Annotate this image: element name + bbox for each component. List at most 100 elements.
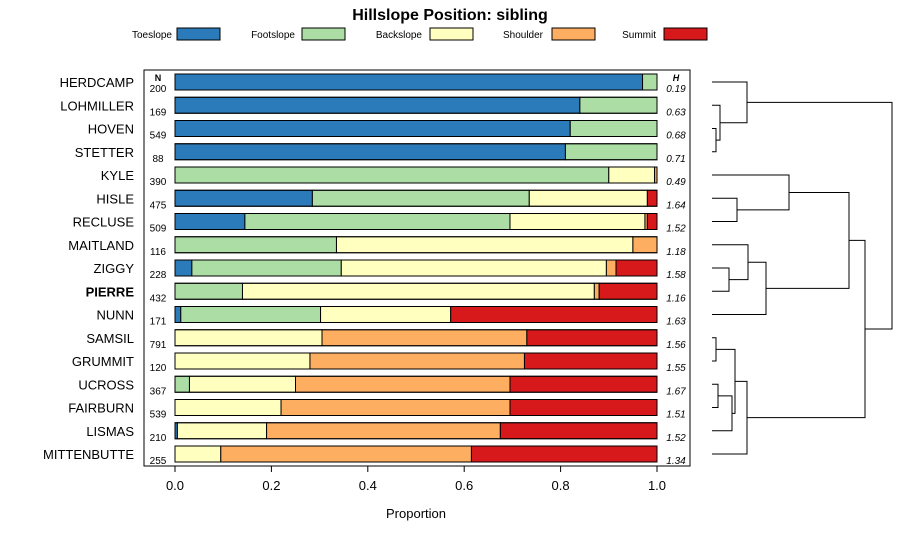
bar-row: RECLUSE 509 1.52	[73, 213, 686, 235]
bar-row: HOVEN 549 0.68	[88, 120, 686, 142]
row-n: 200	[150, 84, 167, 95]
bar-row: NUNN 171 1.63	[96, 306, 686, 328]
row-h: 1.52	[666, 433, 686, 444]
dendrogram-branch	[712, 267, 730, 292]
row-n: 549	[150, 131, 167, 142]
row-n: 169	[150, 107, 167, 118]
bar-row: MAITLAND 116 1.18	[68, 236, 686, 258]
bar-row: HISLE 475 1.64	[96, 189, 686, 211]
bar-segment	[174, 282, 243, 300]
row-n: 120	[150, 363, 167, 374]
chart-title: Hillslope Position: sibling	[352, 7, 548, 24]
bar-segment	[174, 445, 222, 463]
bar-segment	[615, 259, 658, 277]
bar-segment	[523, 352, 658, 370]
row-name: RECLUSE	[73, 215, 135, 230]
row-n: 539	[150, 410, 167, 421]
legend-label: Shoulder	[503, 30, 544, 41]
dendrogram-branch	[766, 191, 850, 289]
row-h: 1.58	[666, 270, 686, 281]
bar-row: ZIGGY 228 1.58	[94, 259, 686, 281]
row-n: 367	[150, 386, 167, 397]
row-n: 171	[150, 317, 167, 328]
bar-row: SAMSIL 791 1.56	[86, 329, 686, 351]
legend-label: Backslope	[376, 30, 423, 41]
bar-segment	[605, 259, 617, 277]
dendrogram-branch	[712, 337, 717, 362]
legend-label: Footslope	[251, 30, 295, 41]
row-n: 475	[150, 200, 167, 211]
x-tick-label: 0.2	[262, 478, 280, 493]
row-h: 1.51	[666, 410, 685, 421]
row-name: UCROSS	[78, 377, 134, 392]
legend-label: Toeslope	[132, 30, 172, 41]
bar-segment	[174, 73, 644, 91]
bar-segment	[526, 329, 658, 347]
bar-segment	[499, 422, 658, 440]
bar-segment	[174, 213, 246, 230]
bar-segment	[188, 375, 297, 393]
bar-outline	[174, 399, 658, 416]
legend-swatch	[301, 27, 346, 41]
bar-row: MITTENBUTTE 255 1.34	[43, 445, 686, 467]
row-name: LOHMILLER	[60, 98, 134, 113]
x-tick-label: 1.0	[648, 478, 666, 493]
bar-segment	[598, 282, 658, 300]
h-header: H	[673, 73, 680, 83]
bar-segment	[642, 73, 658, 91]
row-n: 255	[150, 456, 167, 467]
bar-segment	[632, 236, 658, 254]
row-n: 432	[150, 293, 167, 304]
bar-segment	[509, 399, 658, 416]
bar-segment	[450, 306, 658, 323]
row-n: 390	[150, 177, 167, 188]
bar-outline	[174, 96, 658, 114]
bar-segment	[174, 329, 323, 347]
dendrogram-branch	[712, 197, 738, 222]
bar-segment	[608, 166, 656, 184]
bar-outline	[174, 375, 658, 393]
dendrogram-branch	[712, 81, 748, 124]
x-tick-label: 0.8	[552, 478, 570, 493]
dendrogram-branch	[712, 380, 748, 455]
row-n: 791	[150, 340, 167, 351]
bar-segment	[579, 96, 658, 114]
dendrogram-branch	[712, 383, 719, 408]
x-axis: 0.0 0.2 0.4 0.6 0.8 1.0	[166, 466, 666, 493]
row-name: GRUMMIT	[72, 354, 134, 369]
row-h: 0.71	[666, 154, 685, 165]
row-h: 1.55	[666, 363, 686, 374]
bar-segment	[174, 306, 182, 323]
dendrogram-branch	[712, 395, 733, 432]
bar-segment	[174, 120, 571, 137]
row-name: SAMSIL	[86, 331, 134, 346]
bar-segment	[191, 259, 342, 277]
x-axis-label: Proportion	[386, 506, 446, 521]
bar-row: LOHMILLER 169 0.63	[60, 96, 686, 118]
n-header: N	[155, 73, 162, 83]
bar-segment	[241, 282, 595, 300]
bar-outline	[174, 329, 658, 347]
bar-outline	[174, 213, 658, 230]
row-name: MITTENBUTTE	[43, 447, 134, 462]
bar-outline	[174, 73, 658, 91]
bar-segment	[174, 96, 581, 114]
dendrogram-branch	[747, 101, 893, 330]
row-h: 0.19	[666, 84, 686, 95]
bar-segment	[311, 189, 530, 207]
legend-swatch	[663, 27, 708, 41]
row-name: HOVEN	[88, 122, 134, 137]
bar-outline	[174, 282, 658, 300]
bar-outline	[174, 306, 658, 323]
row-name: PIERRE	[86, 284, 135, 299]
bar-outline	[174, 259, 658, 277]
bar-segment	[174, 375, 190, 393]
dendrogram-branch	[712, 244, 749, 281]
x-tick-label: 0.6	[455, 478, 473, 493]
row-h: 0.49	[666, 177, 686, 188]
bar-segment	[176, 422, 268, 440]
bar-segment	[174, 143, 566, 161]
row-h: 1.16	[666, 293, 686, 304]
row-name: ZIGGY	[94, 261, 135, 276]
row-h: 1.52	[666, 224, 686, 235]
